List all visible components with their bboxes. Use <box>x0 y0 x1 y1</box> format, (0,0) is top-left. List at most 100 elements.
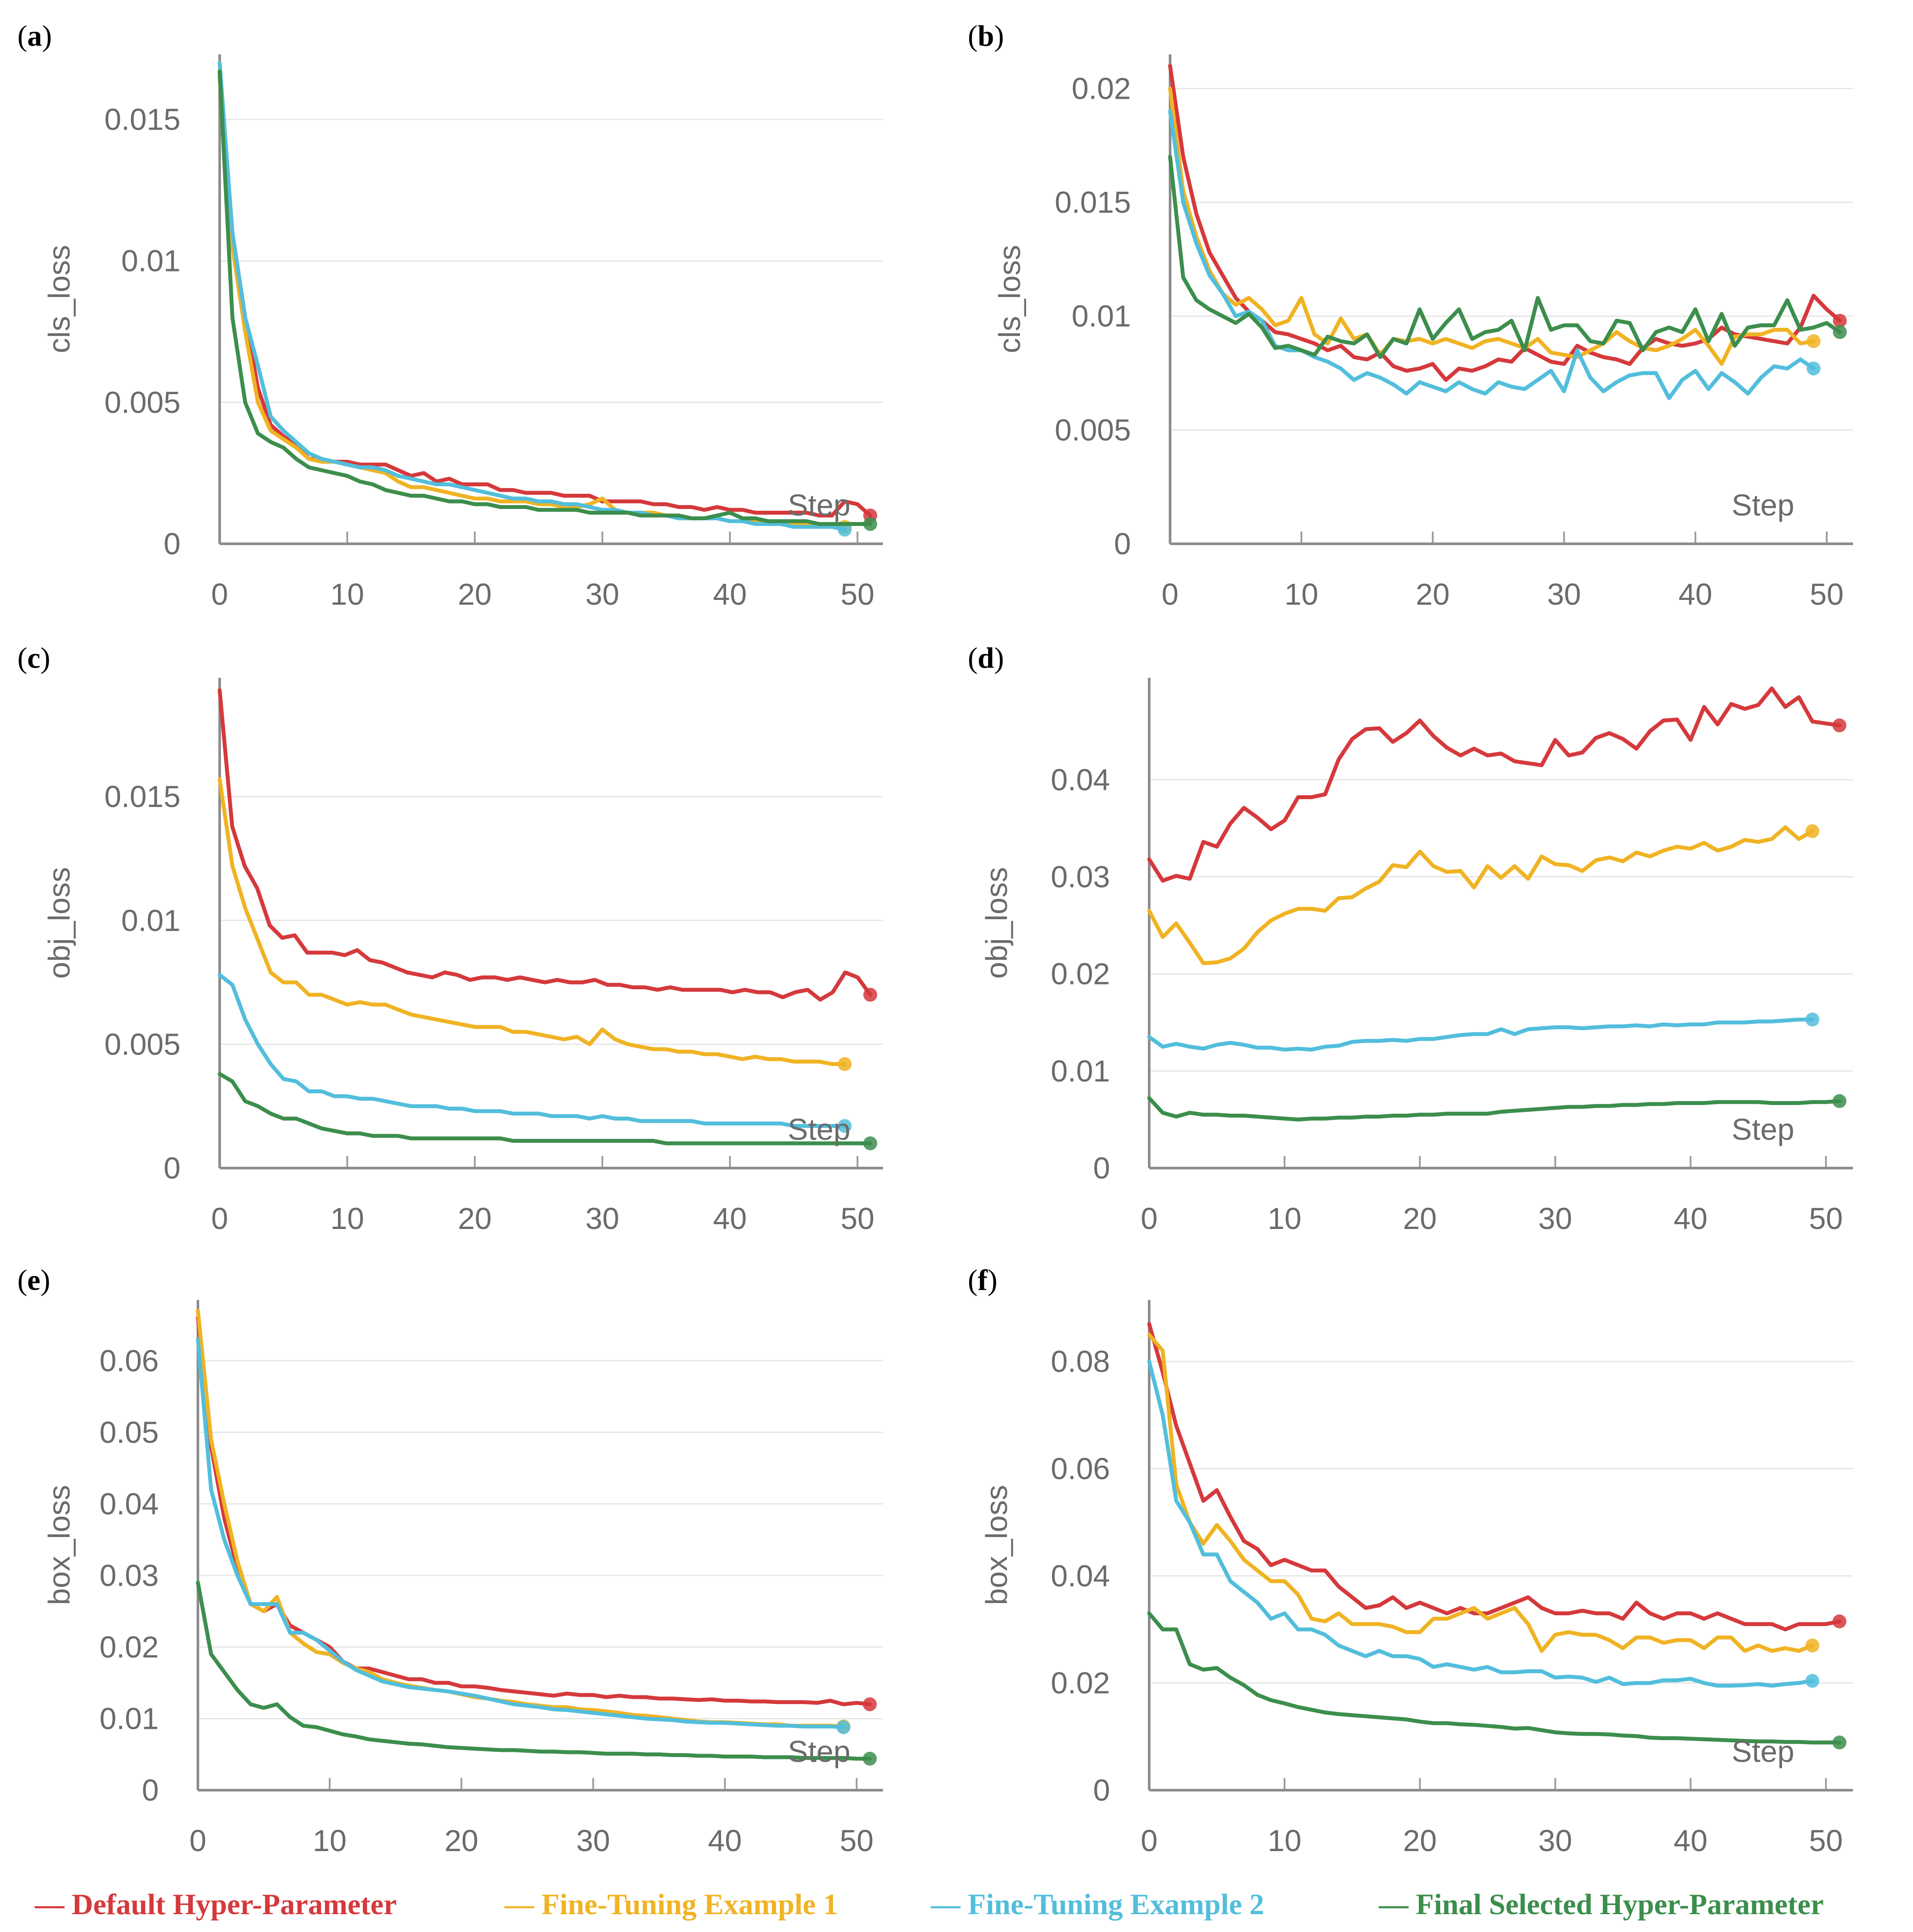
series-line-2 <box>1147 1359 1815 1688</box>
legend-entry-3: — Final Selected Hyper-Parameter <box>1378 1888 1824 1921</box>
y-tick-label: 0.06 <box>100 1344 159 1378</box>
series-line-3 <box>1147 1611 1842 1744</box>
x-tick-label: 0 <box>1141 1202 1158 1236</box>
y-tick-label: 0 <box>1114 527 1131 561</box>
y-tick-label: 0.015 <box>104 103 181 137</box>
legend-entry-0: — Default Hyper-Parameter <box>34 1888 397 1921</box>
series-end-dot-3 <box>863 1751 877 1766</box>
x-tick-label: 10 <box>1284 577 1318 611</box>
series-line-0 <box>1168 64 1842 382</box>
panel-b: (b) 0 0.005 0.01 0.015 0.02 0 10 20 30 40 50 cls_los… <box>968 19 1853 611</box>
x-tick-label: 30 <box>1538 1202 1572 1236</box>
legend-label: Final Selected Hyper-Parameter <box>1416 1888 1824 1921</box>
x-tick-label: 10 <box>330 1202 364 1236</box>
panel-label: (d) <box>968 641 1004 674</box>
panel-label: (e) <box>17 1263 50 1296</box>
y-axis-label: cls_loss <box>42 245 76 353</box>
panel-label: (c) <box>17 641 50 674</box>
x-axis-label: Step <box>788 1734 850 1768</box>
series-line-2 <box>217 61 847 532</box>
series-line-3 <box>1147 1096 1842 1122</box>
x-tick-label: 30 <box>1538 1824 1572 1858</box>
y-tick-label: 0.04 <box>100 1487 159 1521</box>
y-tick-label: 0.005 <box>104 385 181 419</box>
panel-label-open: ( <box>17 19 27 52</box>
series-line-1 <box>1147 825 1815 965</box>
series-end-dot-0 <box>1833 314 1847 328</box>
x-tick-label: 50 <box>1810 577 1844 611</box>
series-end-dot-2 <box>1805 1012 1819 1027</box>
panel-label-close: ) <box>994 19 1004 52</box>
y-axis-label: box_loss <box>42 1485 76 1605</box>
legend-label: Fine-Tuning Example 2 <box>968 1888 1264 1921</box>
series-end-dot-2 <box>1805 1674 1819 1688</box>
panel-label-close: ) <box>40 641 50 674</box>
series-line-3 <box>217 1072 873 1145</box>
x-axis-label: Step <box>788 1112 850 1146</box>
series-end-dot-0 <box>863 1697 877 1711</box>
panel-label-letter: e <box>27 1263 40 1296</box>
y-tick-label: 0 <box>142 1773 159 1807</box>
series-line-0 <box>217 75 873 518</box>
series-end-dot-0 <box>863 988 877 1002</box>
y-tick-label: 0.005 <box>104 1027 181 1061</box>
y-tick-label: 0 <box>164 1151 181 1185</box>
panel-label-close: ) <box>42 19 52 52</box>
x-tick-label: 10 <box>1268 1824 1301 1858</box>
series-end-dot-3 <box>1833 325 1847 339</box>
series-line-0 <box>1147 686 1842 883</box>
legend-dash: — <box>504 1888 542 1921</box>
legend-entry-1: — Fine-Tuning Example 1 <box>504 1888 838 1921</box>
panel-label-letter: b <box>978 19 994 52</box>
panel-label-open: ( <box>968 641 978 674</box>
y-tick-label: 0.015 <box>1055 185 1131 219</box>
series-end-dot-1 <box>1806 334 1821 348</box>
y-tick-label: 0.05 <box>100 1415 159 1449</box>
panel-label-open: ( <box>17 641 27 674</box>
series-line-3 <box>217 69 873 526</box>
series-line-1 <box>217 75 847 529</box>
series-end-dot-0 <box>1832 1614 1846 1629</box>
series-end-dot-2 <box>836 1720 851 1734</box>
panel-label-letter: a <box>27 19 42 52</box>
y-tick-label: 0.08 <box>1051 1345 1110 1379</box>
y-tick-label: 0.02 <box>1051 957 1110 991</box>
x-tick-label: 50 <box>1809 1824 1843 1858</box>
panel-label-open: ( <box>17 1263 27 1296</box>
panel-label-close: ) <box>994 641 1004 674</box>
series-line-3 <box>1168 155 1842 359</box>
series-line-0 <box>217 688 873 1002</box>
legend-dash: — <box>34 1888 72 1921</box>
y-axis-label: box_loss <box>980 1485 1013 1605</box>
legend-dash: — <box>930 1888 968 1921</box>
panel-a: (a) 0 0.005 0.01 0.015 0 10 20 30 40 50 cls_loss Ste… <box>17 19 883 611</box>
panel-c: (c) 0 0.005 0.01 0.015 0 10 20 30 40 50 obj_loss Ste… <box>17 641 883 1236</box>
x-tick-label: 30 <box>585 1202 619 1236</box>
series-line-2 <box>196 1337 846 1729</box>
x-tick-label: 30 <box>585 577 619 611</box>
series-end-dot-3 <box>1832 1094 1846 1108</box>
panel-label-letter: c <box>27 641 40 674</box>
series-end-dot-1 <box>1805 1638 1819 1653</box>
legend: — Default Hyper-Parameter — Fine-Tuning E… <box>34 1888 1824 1921</box>
x-tick-label: 20 <box>445 1824 478 1858</box>
y-tick-label: 0.01 <box>121 244 181 278</box>
panel-label: (a) <box>17 19 52 52</box>
x-tick-label: 20 <box>1403 1202 1437 1236</box>
x-tick-label: 40 <box>1674 1202 1708 1236</box>
x-tick-label: 10 <box>1268 1202 1301 1236</box>
y-tick-label: 0.01 <box>100 1701 159 1735</box>
series-line-0 <box>1147 1322 1842 1631</box>
y-tick-label: 0.03 <box>100 1558 159 1592</box>
x-tick-label: 50 <box>839 1824 873 1858</box>
y-tick-label: 0.02 <box>1051 1666 1110 1700</box>
series-end-dot-3 <box>863 517 877 531</box>
x-tick-label: 10 <box>313 1824 347 1858</box>
y-tick-label: 0 <box>1093 1773 1110 1807</box>
x-axis-label: Step <box>1732 1112 1794 1146</box>
x-tick-label: 0 <box>211 1202 228 1236</box>
series-line-3 <box>196 1580 872 1761</box>
y-tick-label: 0 <box>1093 1151 1110 1185</box>
panel-d: (d) 0 0.01 0.02 0.03 0.04 0 10 20 30 40 50 obj_loss S… <box>968 641 1853 1236</box>
legend-dash: — <box>1378 1888 1416 1921</box>
